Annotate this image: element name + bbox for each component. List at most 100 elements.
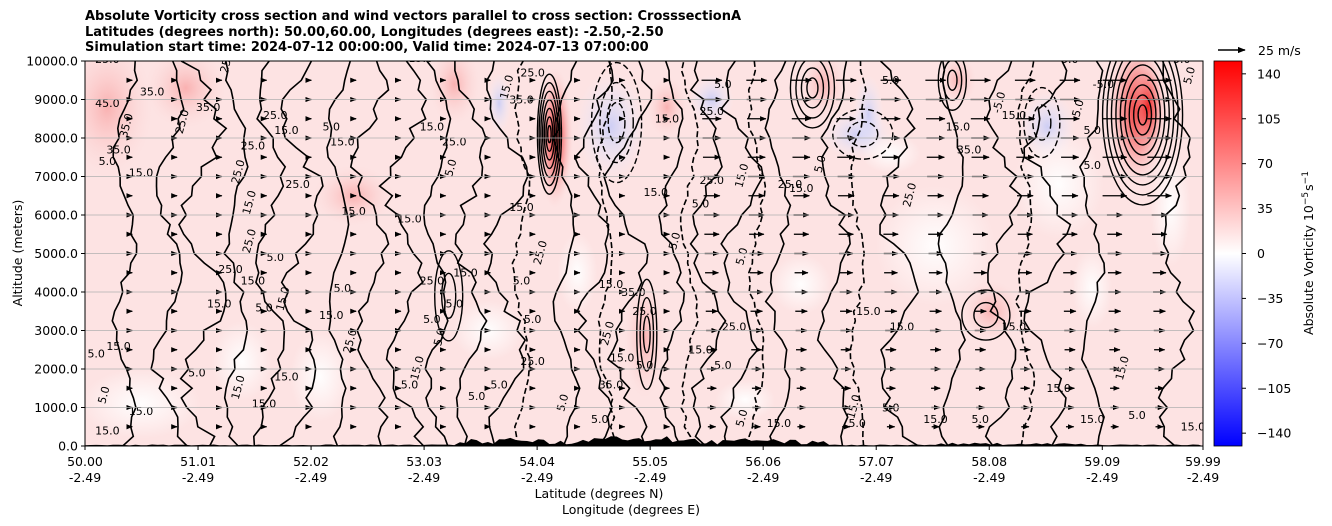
x-tick-lon: -2.49: [521, 470, 553, 485]
contour-label: 5.0: [442, 158, 459, 178]
contour-label: 15.0: [129, 167, 154, 180]
contour-label: 5.0: [848, 417, 866, 430]
contour-label: 15.0: [1181, 421, 1206, 434]
contour-ring: [1137, 104, 1148, 126]
contour-label: 35.0: [196, 101, 221, 114]
x-tick-lon: -2.49: [973, 470, 1005, 485]
contour-label: 15.0: [129, 405, 154, 418]
contour-label: 15.0: [95, 424, 120, 437]
contour-label: 25.0: [598, 320, 617, 347]
contour-label: 15.0: [240, 189, 259, 216]
x-tick-lon: -2.49: [182, 470, 214, 485]
contour-label: 5.0: [401, 378, 419, 391]
contour-label: 15.0: [319, 309, 344, 322]
colorbar-tick-label: 35: [1257, 201, 1273, 216]
contour-ring: [538, 82, 561, 187]
contour-label: 15.0: [1080, 413, 1105, 426]
x-tick-lon: -2.49: [747, 470, 779, 485]
negative-contour-ring: [847, 120, 879, 148]
contour-label: 15.0: [890, 321, 915, 334]
colorbar-tick-label: −105: [1257, 381, 1291, 396]
contour-ring: [1132, 94, 1153, 136]
contour-ring: [1101, 61, 1184, 206]
x-axis-label-lon: Longitude (degrees E): [562, 502, 700, 517]
contour-ring: [946, 69, 958, 91]
title-line-2: Latitudes (degrees north): 50.00,60.00, …: [85, 24, 664, 40]
x-axis: 50.00-2.4951.01-2.4952.02-2.4953.03-2.49…: [67, 446, 1221, 485]
contour-ring: [540, 90, 559, 178]
low-vorticity-patch: [211, 321, 272, 402]
contour-label: 15.0: [732, 162, 751, 189]
contour-label: 5.0: [714, 359, 732, 372]
contour-label: 15.0: [688, 344, 713, 357]
colorbar-label-text: Absolute Vorticity 10: [1301, 205, 1316, 335]
contour-label: 25.0: [229, 158, 248, 185]
contour-ring: [800, 67, 825, 109]
x-tick-lon: -2.49: [1086, 470, 1118, 485]
contour-label: 25.0: [241, 140, 266, 153]
contour-label: -5.0: [990, 90, 1008, 114]
contour-label: -5.0: [1069, 98, 1087, 122]
x-tick-lat: 59.09: [1084, 454, 1120, 469]
contour-label: 25.0: [420, 274, 445, 287]
contour-label: 5.0: [87, 347, 105, 360]
contour-label: 35.0: [106, 143, 131, 156]
title-line-1: Absolute Vorticity cross section and win…: [85, 9, 742, 24]
contour-label: 5.0: [666, 231, 683, 251]
colorbar-label: Absolute Vorticity 10−5s−1: [1301, 171, 1316, 335]
y-tick-label: 3000.0: [34, 323, 78, 338]
contour-label: 5.0: [188, 367, 206, 380]
x-tick-lat: 56.06: [745, 454, 781, 469]
low-vorticity-patch: [771, 254, 832, 315]
contour-label: 15.0: [252, 398, 277, 411]
contour-label: 5.0: [1083, 124, 1101, 137]
contour-label: 15.0: [509, 201, 534, 214]
low-vorticity-patch: [1150, 147, 1191, 268]
contour-ring: [543, 107, 556, 161]
contour-label: 25.0: [442, 136, 467, 149]
contour-label: 25.0: [285, 178, 310, 191]
contour-label: 35.0: [599, 378, 624, 391]
contour-ring: [536, 73, 563, 195]
x-tick-lon: -2.49: [634, 470, 666, 485]
contour-ring: [545, 116, 554, 152]
contour-label: 25.0: [520, 66, 545, 79]
terrain: [85, 436, 1203, 446]
contour-ring: [636, 278, 658, 391]
y-tick-label: 8000.0: [34, 131, 78, 146]
contour-label: 5.0: [1061, 53, 1079, 66]
contour-label: 25.0: [263, 109, 288, 122]
x-tick-lat: 51.01: [180, 454, 216, 469]
contour-label: 5.0: [1181, 65, 1198, 85]
contour-label: 15.0: [1046, 382, 1071, 395]
low-vorticity-patch: [290, 331, 351, 422]
x-axis-label-lat: Latitude (degrees N): [535, 486, 664, 501]
contour-label: 15.0: [767, 417, 792, 430]
colorbar-tick-label: 105: [1257, 111, 1281, 126]
y-axis: 0.0 1000.0 2000.0 3000.0 4000.0 5000.0 6000.0 7…: [26, 54, 85, 454]
contour-label: 15.0: [844, 393, 863, 420]
chart-title: Absolute Vorticity cross section and win…: [85, 9, 741, 56]
contour-label: 15.0: [420, 120, 445, 133]
contour-ring: [547, 124, 552, 144]
colorbar-ticks: 140 105 70 35 0 −35 −70 −105 −140: [1242, 66, 1291, 441]
y-tick-label: 5000.0: [34, 246, 78, 261]
contour-label: 5.0: [636, 359, 654, 372]
contour-label: -5.0: [1093, 78, 1114, 91]
colorbar-gradient: [1213, 60, 1243, 447]
contour-label: 25.0: [173, 108, 192, 135]
vorticity-patch: [145, 61, 226, 128]
contour-label: 15.0: [408, 52, 433, 65]
contour-label: 15.0: [330, 136, 355, 149]
vorticity-field: 25.0 25.0 15.045.035.035.035.05.015.025.03…: [85, 52, 1206, 446]
x-tick-lat: 52.02: [293, 454, 329, 469]
y-axis-label: Altitude (meters): [10, 200, 25, 307]
contour-label: 35.0: [957, 143, 982, 156]
contour-label: 15.0: [644, 186, 669, 199]
colorbar-tick-label: −140: [1257, 426, 1291, 441]
colorbar-label-unit-exp: −1: [1301, 171, 1311, 184]
contour-label: 5.0: [692, 197, 710, 210]
contour-label: 25.0: [699, 105, 724, 118]
contour-label: 15.0: [274, 124, 299, 137]
